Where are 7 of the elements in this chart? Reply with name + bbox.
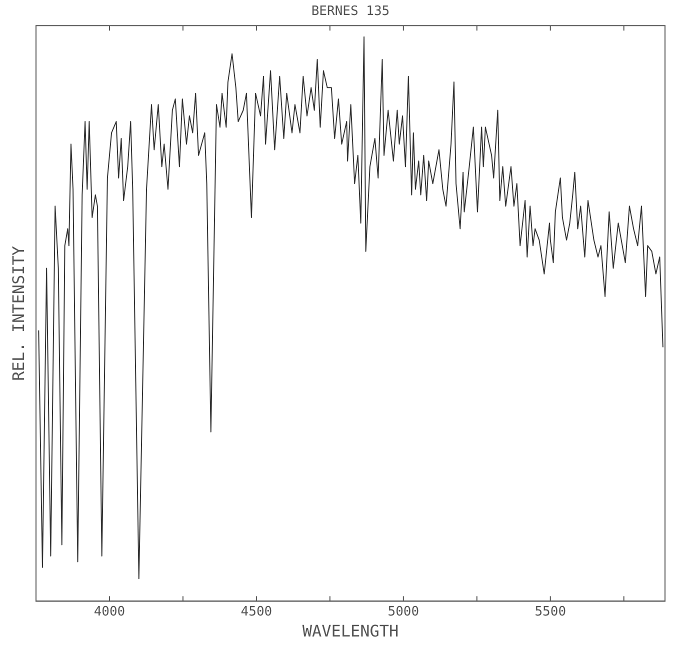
y-axis-title: REL. INTENSITY <box>9 246 28 381</box>
x-tick-label: 4500 <box>240 604 272 620</box>
x-tick-label: 5500 <box>534 604 566 620</box>
chart-title: BERNES 135 <box>311 4 390 20</box>
x-tick-label: 4000 <box>94 604 126 620</box>
x-tick-label: 5000 <box>388 604 420 620</box>
x-axis-title: WAVELENGTH <box>302 622 399 641</box>
